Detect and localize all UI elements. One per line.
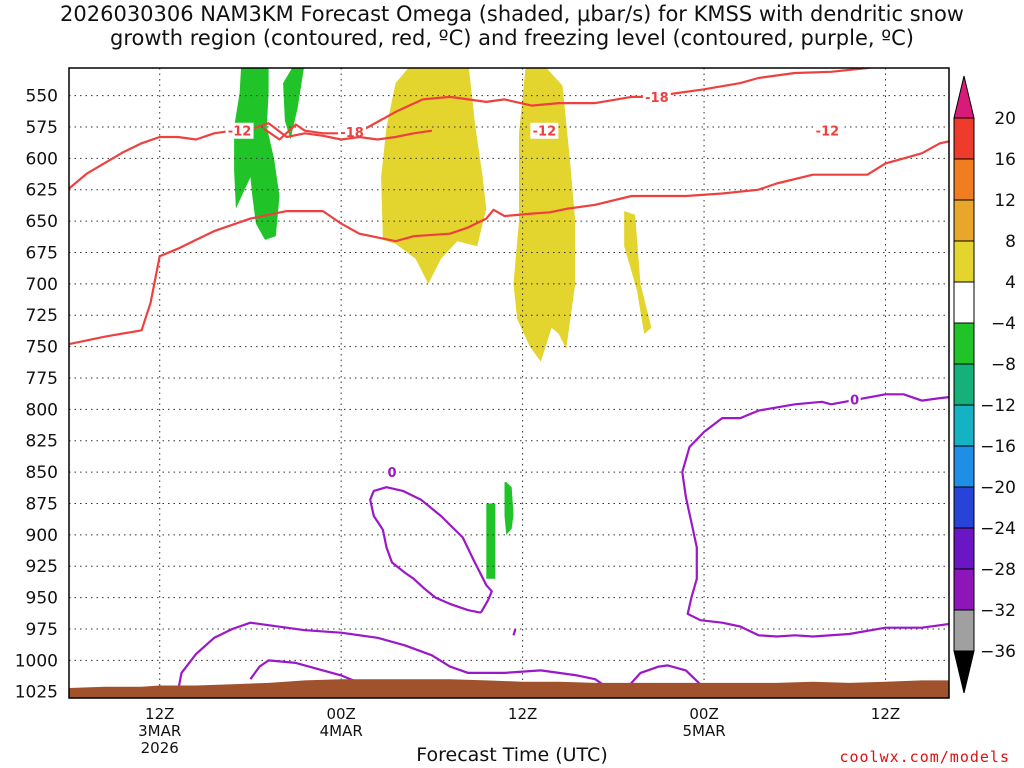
colorbar-segment <box>953 404 975 447</box>
colorbar-segment <box>953 527 975 570</box>
y-tick-label: 1025 <box>15 683 58 703</box>
contour-label-bg <box>642 88 671 105</box>
colorbar-segment <box>953 322 975 365</box>
y-tick-label: 775 <box>26 369 58 389</box>
y-tick-label: 600 <box>26 149 58 169</box>
colorbar-segment <box>953 486 975 529</box>
omega-region-3 <box>513 68 576 362</box>
purple-contour-label: 0 <box>850 393 859 408</box>
omega-region-0 <box>234 68 280 240</box>
y-tick-label: 550 <box>26 87 58 107</box>
x-tick-label: 2026 <box>141 739 179 757</box>
x-tick-label: 12Z <box>145 705 174 723</box>
y-tick-label: 925 <box>26 557 58 577</box>
colorbar-label: −16 <box>980 437 1016 457</box>
red-isotherm-2 <box>69 140 949 346</box>
colorbar-segment <box>953 363 975 406</box>
y-tick-label: 900 <box>26 526 58 546</box>
omega-region-5 <box>504 482 514 535</box>
colorbar-bottom-arrow <box>953 650 975 694</box>
purple-isotherm-2 <box>176 621 614 693</box>
colorbar-segment <box>953 281 975 324</box>
y-tick-label: 725 <box>26 306 58 326</box>
omega-region-6 <box>486 503 496 579</box>
x-tick-label: 12Z <box>508 705 537 723</box>
colorbar-label: −24 <box>980 519 1016 539</box>
red-isotherm-0 <box>262 68 874 141</box>
omega-region-4 <box>624 211 652 335</box>
colorbar-label: 12 <box>994 191 1016 211</box>
contour-label-bg <box>813 122 842 139</box>
colorbar-label: −36 <box>980 642 1016 662</box>
x-tick-label: 00Z <box>326 705 355 723</box>
credit-text[interactable]: coolwx.com/models <box>839 748 1010 766</box>
colorbar-label: −4 <box>991 314 1016 334</box>
ground-surface <box>69 679 949 698</box>
y-tick-label: 875 <box>26 494 58 514</box>
red-contour-label: -12 <box>533 125 557 140</box>
y-tick-label: 625 <box>26 181 58 201</box>
colorbar-segment <box>953 568 975 611</box>
purple-contour-label: 0 <box>387 466 396 481</box>
x-tick-label: 3MAR <box>138 722 181 740</box>
x-tick-label: 5MAR <box>682 722 725 740</box>
red-contour-label: -18 <box>645 91 669 106</box>
y-tick-label: 975 <box>26 620 58 640</box>
colorbar-label: 16 <box>994 150 1016 170</box>
red-contour-label: -12 <box>816 125 840 140</box>
contour-label-bg <box>848 391 861 408</box>
colorbar-segment <box>953 199 975 242</box>
y-tick-label: 650 <box>26 212 58 232</box>
contour-label-bg <box>530 122 559 139</box>
colorbar-label: 8 <box>1005 232 1016 252</box>
purple-isotherm-4 <box>621 664 705 693</box>
colorbar-label: −32 <box>980 601 1016 621</box>
y-tick-label: 675 <box>26 243 58 263</box>
x-tick-label: 00Z <box>689 705 718 723</box>
colorbar-label: −20 <box>980 478 1016 498</box>
colorbar-segment <box>953 609 975 652</box>
red-contour-label: -12 <box>228 125 252 140</box>
colorbar-segment <box>953 445 975 488</box>
x-axis-label: Forecast Time (UTC) <box>416 744 608 766</box>
colorbar-label: −8 <box>991 355 1016 375</box>
omega-region-1 <box>283 68 304 140</box>
colorbar-segment <box>953 117 975 160</box>
contour-label-bg <box>385 464 398 481</box>
purple-isotherm-0 <box>681 393 949 638</box>
plot-frame <box>68 67 950 699</box>
omega-region-2 <box>381 68 487 284</box>
colorbar-label: −12 <box>980 396 1016 416</box>
colorbar-segment <box>953 240 975 283</box>
y-tick-label: 575 <box>26 118 58 138</box>
colorbar-label: 4 <box>1005 273 1016 293</box>
colorbar-label: −28 <box>980 560 1016 580</box>
x-tick-label: 4MAR <box>320 722 363 740</box>
red-isotherm-1 <box>69 122 433 190</box>
y-tick-label: 950 <box>26 589 58 609</box>
y-tick-label: 1000 <box>15 651 58 671</box>
y-tick-label: 800 <box>26 400 58 420</box>
y-tick-label: 700 <box>26 275 58 295</box>
chart-title: 2026030306 NAM3KM Forecast Omega (shaded… <box>60 2 964 50</box>
y-tick-label: 750 <box>26 338 58 358</box>
colorbar-segment <box>953 158 975 201</box>
purple-isotherm-5 <box>512 628 517 636</box>
colorbar-top-arrow <box>953 75 975 119</box>
y-tick-label: 850 <box>26 463 58 483</box>
contour-label-bg <box>225 122 254 139</box>
purple-isotherm-1 <box>369 486 493 614</box>
colorbar-label: 20 <box>994 109 1016 129</box>
x-tick-label: 12Z <box>871 705 900 723</box>
y-tick-label: 825 <box>26 432 58 452</box>
